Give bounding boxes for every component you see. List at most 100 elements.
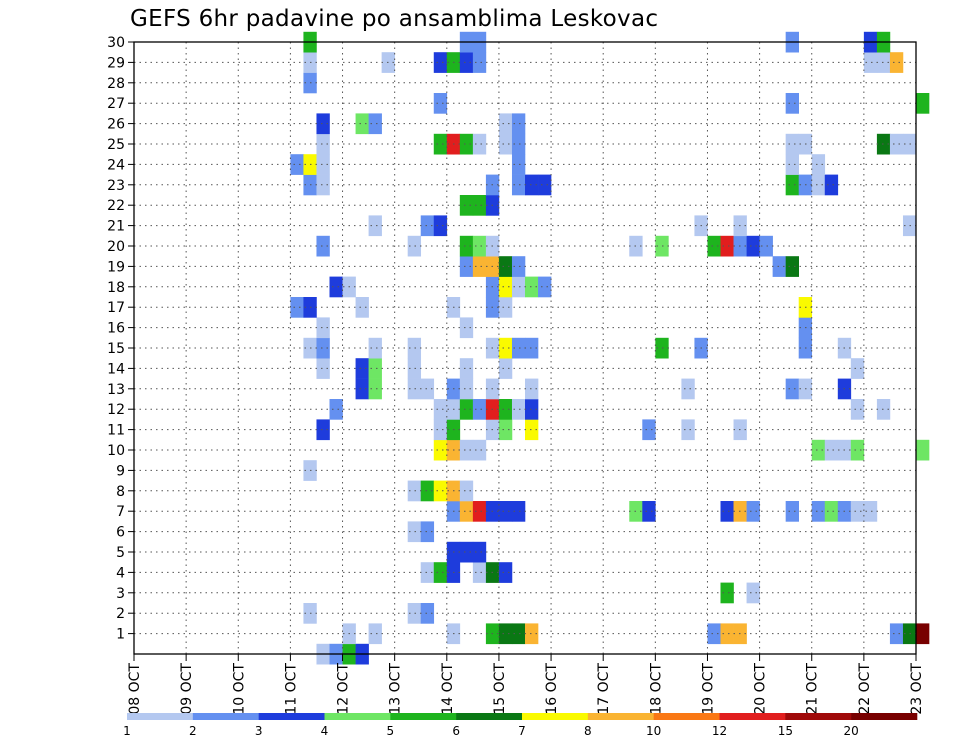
heatmap-cell xyxy=(681,419,695,441)
legend-swatch xyxy=(324,713,391,720)
heatmap-cell xyxy=(433,399,448,420)
legend-swatch xyxy=(719,713,786,720)
heatmap-cell xyxy=(525,276,539,298)
heatmap-cell xyxy=(681,378,695,400)
y-tick-label: 4 xyxy=(116,565,125,581)
heatmap-cell xyxy=(316,235,330,257)
heatmap-cell xyxy=(785,133,799,155)
y-tick-label: 17 xyxy=(107,300,125,316)
x-tick-label: 23 OCT xyxy=(909,663,925,715)
y-tick-label: 2 xyxy=(116,606,125,622)
legend-swatch xyxy=(851,713,918,720)
heatmap-cell xyxy=(511,623,526,645)
heatmap-cell xyxy=(433,93,448,114)
heatmap-cell xyxy=(368,358,382,379)
heatmap-cell xyxy=(459,52,474,73)
heatmap-cell xyxy=(433,52,448,73)
legend-label: 12 xyxy=(712,724,727,738)
heatmap-cell xyxy=(420,562,435,583)
heatmap-cell xyxy=(420,603,435,624)
heatmap-cell xyxy=(355,113,369,135)
heatmap-cell xyxy=(498,501,513,522)
legend-label: 15 xyxy=(778,724,793,738)
heatmap-cell xyxy=(459,133,474,155)
heatmap-cell xyxy=(407,235,422,257)
legend-label: 3 xyxy=(255,724,263,738)
y-tick-label: 18 xyxy=(107,280,125,296)
x-tick-label: 15 OCT xyxy=(492,663,508,715)
heatmap-cell xyxy=(498,256,513,277)
heatmap-cell xyxy=(498,358,513,379)
x-axis: 08 OCT 09 OCT 10 OCT 11 OCT 12 OCT 13 OCT 14 O… xyxy=(127,654,925,715)
heatmap-cell xyxy=(498,623,513,645)
heatmap-cell xyxy=(916,439,930,461)
heatmap-cell xyxy=(290,297,304,318)
heatmap-cell xyxy=(916,623,930,645)
heatmap-cell xyxy=(433,480,448,502)
heatmap-cell xyxy=(655,235,669,257)
heatmap-cell xyxy=(459,378,474,400)
x-tick-label: 21 OCT xyxy=(805,663,821,715)
heatmap-cell xyxy=(368,623,382,645)
legend-swatch xyxy=(653,713,720,720)
y-axis: 1234567891011121314151617181920212223242… xyxy=(107,35,134,643)
heatmap-cell xyxy=(511,256,526,277)
heatmap-cell xyxy=(511,337,526,359)
heatmap-cells xyxy=(290,31,930,665)
heatmap-cell xyxy=(785,378,799,400)
heatmap-cell xyxy=(863,501,878,522)
heatmap-cell xyxy=(525,623,539,645)
heatmap-cell xyxy=(368,378,382,400)
heatmap-cell xyxy=(498,399,513,420)
heatmap-cell xyxy=(889,623,904,645)
heatmap-cell xyxy=(876,52,891,73)
heatmap-cell xyxy=(459,195,474,216)
heatmap-cell xyxy=(511,399,526,420)
heatmap-cell xyxy=(420,480,435,502)
heatmap-cell xyxy=(525,378,539,400)
heatmap-cell xyxy=(459,317,474,339)
y-tick-label: 22 xyxy=(107,198,125,214)
heatmap-cell xyxy=(498,113,513,135)
heatmap-cell xyxy=(511,174,526,196)
heatmap-cell xyxy=(811,154,826,175)
heatmap-cell xyxy=(472,501,487,522)
x-tick-label: 20 OCT xyxy=(753,663,769,715)
legend-swatch xyxy=(127,713,194,720)
heatmap-cell xyxy=(498,337,513,359)
heatmap-cell xyxy=(329,399,343,420)
heatmap-cell xyxy=(472,541,487,563)
heatmap-cell xyxy=(498,276,513,298)
heatmap-cell xyxy=(916,93,930,114)
x-tick-label: 22 OCT xyxy=(857,663,873,715)
y-tick-label: 19 xyxy=(107,259,125,275)
x-tick-label: 12 OCT xyxy=(336,663,352,715)
y-tick-label: 14 xyxy=(107,361,125,377)
heatmap-cell xyxy=(525,419,539,441)
legend-label: 20 xyxy=(844,724,859,738)
heatmap-cell xyxy=(368,113,382,135)
heatmap-cell xyxy=(368,215,382,237)
heatmap-cell xyxy=(811,174,826,196)
heatmap-cell xyxy=(472,256,487,277)
x-tick-label: 09 OCT xyxy=(179,663,195,715)
heatmap-cell xyxy=(433,439,448,461)
heatmap-cell xyxy=(785,174,799,196)
heatmap-cell xyxy=(785,256,799,277)
y-tick-label: 30 xyxy=(107,35,125,51)
heatmap-cell xyxy=(746,235,760,257)
heatmap-cell xyxy=(498,562,513,583)
y-tick-label: 6 xyxy=(116,525,125,541)
heatmap-cell xyxy=(459,256,474,277)
heatmap-cell xyxy=(472,439,487,461)
chart-title: GEFS 6hr padavine po ansamblima Leskovac xyxy=(130,6,659,32)
heatmap-cell xyxy=(511,154,526,175)
y-tick-label: 25 xyxy=(107,137,125,153)
heatmap-cell xyxy=(538,276,552,298)
x-tick-label: 14 OCT xyxy=(440,663,456,715)
y-tick-label: 13 xyxy=(107,382,125,398)
x-tick-label: 08 OCT xyxy=(127,663,143,715)
heatmap-cell xyxy=(316,154,330,175)
heatmap-cell xyxy=(498,133,513,155)
heatmap-cell xyxy=(407,378,422,400)
